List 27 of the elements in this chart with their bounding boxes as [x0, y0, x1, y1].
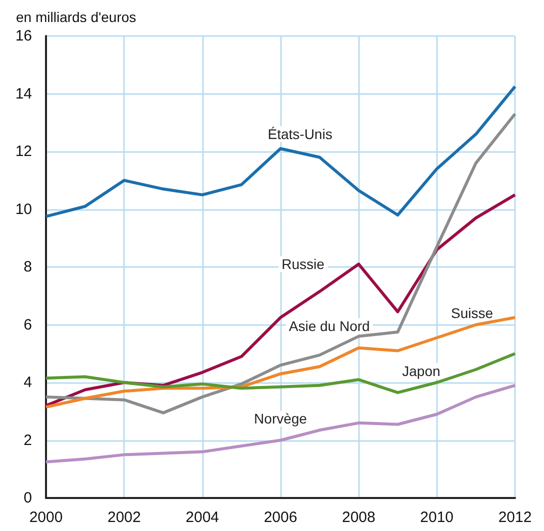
y-tick-label: 8 [24, 258, 32, 276]
x-tick-label: 2004 [186, 509, 220, 526]
y-tick-label: 12 [15, 143, 32, 160]
series-label: Norvège [254, 410, 308, 427]
y-tick-label: 10 [15, 200, 32, 218]
line-series [44, 384, 516, 464]
line-series [44, 112, 516, 414]
series-label: Asie du Nord [288, 318, 370, 334]
x-tick-label: 2012 [498, 509, 532, 526]
x-tick-label: 2008 [342, 509, 376, 526]
line-series [44, 85, 516, 218]
y-tick-label: 6 [24, 316, 32, 334]
series-label: Japon [402, 362, 440, 379]
y-tick-label: 2 [24, 432, 32, 449]
x-tick-label: 2006 [264, 509, 298, 526]
y-tick-label: 16 [15, 28, 32, 44]
y-axis-title: en milliards d'euros [16, 9, 136, 25]
y-tick-label: 0 [24, 490, 32, 506]
series-label: Russie [282, 256, 325, 272]
y-tick-label: 4 [24, 374, 32, 391]
x-tick-label: 2010 [420, 509, 454, 526]
line-series [44, 352, 516, 394]
series-label: Suisse [450, 305, 494, 322]
series-label: États-Unis [268, 126, 332, 142]
y-tick-label: 14 [15, 85, 32, 102]
x-tick-label: 2000 [29, 509, 63, 526]
x-tick-label: 2002 [107, 509, 141, 526]
